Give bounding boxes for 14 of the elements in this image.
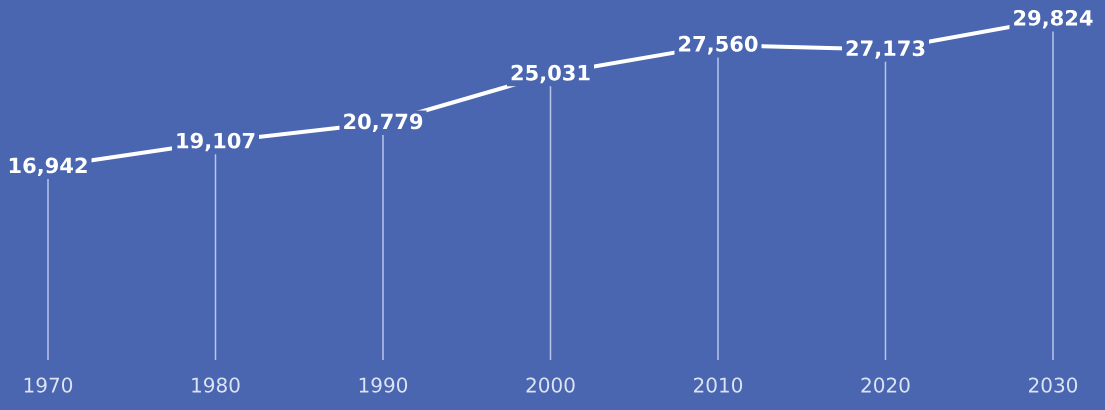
x-tick-label: 2030 (1029, 377, 1078, 393)
data-label: 20,779 (344, 113, 423, 133)
x-tick-label: 2010 (694, 377, 743, 393)
x-tick-label: 1970 (24, 377, 73, 393)
data-label: 25,031 (511, 64, 590, 84)
x-tick-label: 2020 (861, 377, 910, 393)
x-tick-label: 2000 (526, 377, 575, 393)
data-label: 16,942 (9, 157, 87, 176)
data-label: 29,824 (1014, 9, 1093, 29)
data-label: 27,560 (679, 35, 758, 55)
data-label: 27,173 (846, 40, 925, 59)
x-tick-label: 1980 (192, 377, 240, 393)
x-tick-label: 1990 (359, 377, 408, 393)
data-label: 19,107 (177, 132, 255, 152)
